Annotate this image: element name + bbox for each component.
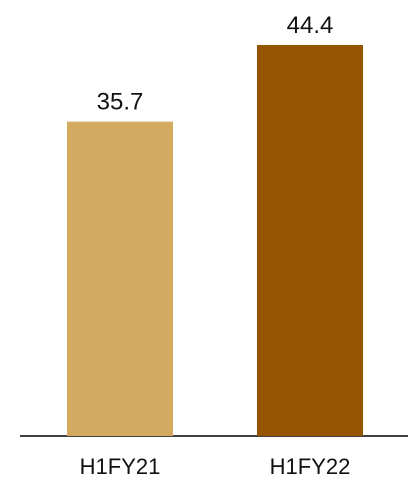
x-tick-label: H1FY22 bbox=[270, 454, 351, 479]
x-tick-label: H1FY21 bbox=[80, 454, 161, 479]
bar bbox=[67, 121, 173, 436]
value-label: 44.4 bbox=[287, 12, 334, 39]
value-label: 35.7 bbox=[97, 89, 144, 116]
bar bbox=[257, 45, 363, 436]
